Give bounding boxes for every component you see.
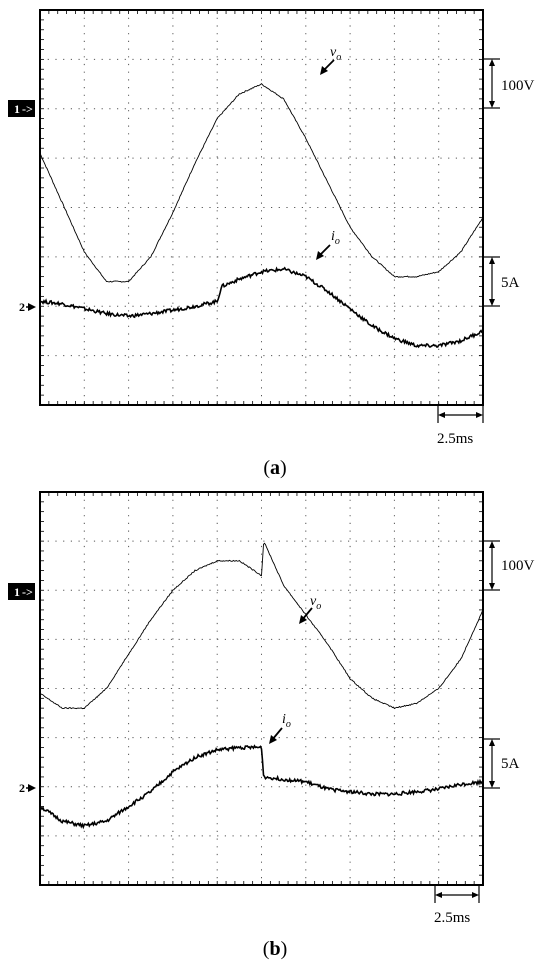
current-scale-bracket-b: 5A xyxy=(484,738,520,789)
io-trace-a xyxy=(39,266,484,349)
svg-text:vo: vo xyxy=(330,45,341,63)
current-scale-label-b: 5A xyxy=(501,756,520,772)
channel-1-label-b: 1 xyxy=(14,585,20,599)
panel-a: 1 -> 2 100V 5A xyxy=(8,9,535,479)
voltage-scale-bracket-a: 100V xyxy=(484,58,535,109)
svg-text:->: -> xyxy=(22,585,33,599)
traces-a xyxy=(39,82,484,349)
vo-label-base-a: v xyxy=(330,45,337,60)
time-scale-bracket-b: 2.5ms xyxy=(434,885,480,926)
channel-1-label-a: 1 xyxy=(14,102,20,116)
panel-b: 1 -> 2 100V 5A xyxy=(8,491,535,960)
svg-text:io: io xyxy=(331,229,340,247)
time-scale-label-b: 2.5ms xyxy=(434,910,470,926)
io-label-base-a: i xyxy=(331,229,335,244)
channel-2-marker-a: 2 xyxy=(19,300,36,314)
svg-text:vo: vo xyxy=(310,594,321,612)
io-trace-label-a: io xyxy=(316,229,340,260)
io-label-sub-b: o xyxy=(286,719,291,730)
voltage-scale-label-a: 100V xyxy=(501,78,535,94)
traces-b xyxy=(39,542,484,830)
io-trace-label-b: io xyxy=(269,712,291,744)
caption-a: (a) xyxy=(263,457,286,479)
current-scale-bracket-a: 5A xyxy=(484,256,520,307)
vo-label-sub-a: o xyxy=(336,52,341,63)
time-scale-bracket-a: 2.5ms xyxy=(437,405,484,447)
channel-1-marker-b: 1 -> xyxy=(8,583,35,600)
current-scale-label-a: 5A xyxy=(501,275,520,291)
voltage-scale-bracket-b: 100V xyxy=(484,540,535,591)
svg-text:io: io xyxy=(282,712,291,730)
channel-2-marker-b: 2 xyxy=(19,781,36,795)
vo-label-base-b: v xyxy=(310,594,317,609)
time-scale-label-a: 2.5ms xyxy=(437,431,473,447)
svg-text:->: -> xyxy=(22,102,33,116)
io-label-base-b: i xyxy=(282,712,286,727)
caption-letter-a: a xyxy=(270,457,280,479)
vo-label-sub-b: o xyxy=(316,601,321,612)
channel-2-label-b: 2 xyxy=(19,781,25,795)
caption-b: (b) xyxy=(263,938,287,960)
voltage-scale-label-b: 100V xyxy=(501,558,535,574)
vo-trace-label-a: vo xyxy=(320,45,341,75)
vo-trace-label-b: vo xyxy=(299,594,321,624)
grid-a xyxy=(39,9,484,406)
vo-trace-a xyxy=(39,82,484,283)
vo-trace-b xyxy=(39,542,484,710)
channel-2-label-a: 2 xyxy=(19,300,25,314)
channel-1-marker-a: 1 -> xyxy=(8,100,35,117)
caption-letter-b: b xyxy=(269,938,280,960)
io-label-sub-a: o xyxy=(335,236,340,247)
grid-b xyxy=(39,491,484,886)
io-trace-b xyxy=(39,744,484,830)
